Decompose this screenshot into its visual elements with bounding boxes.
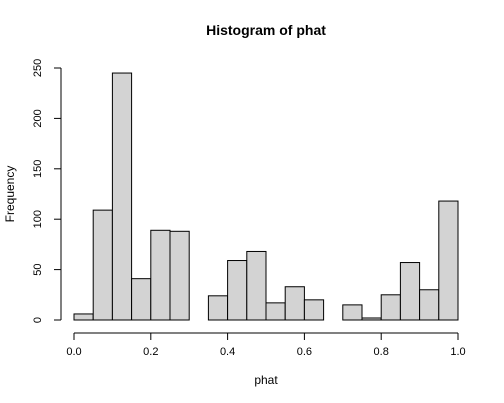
x-tick-label: 1.0 xyxy=(450,346,465,358)
histogram-bar xyxy=(246,250,267,321)
x-tick-label: 0.2 xyxy=(143,346,158,358)
histogram-bar xyxy=(361,317,382,321)
x-tick-label: 0.8 xyxy=(374,346,389,358)
histogram-bar xyxy=(438,200,459,321)
x-axis-label: phat xyxy=(254,373,278,387)
y-tick-label: 50 xyxy=(32,263,44,275)
histogram-bar xyxy=(169,230,190,321)
histogram-bars xyxy=(73,72,459,321)
y-tick-label: 150 xyxy=(32,160,44,178)
histogram-bar xyxy=(399,262,421,321)
histogram-bar xyxy=(342,304,363,321)
y-tick-label: 0 xyxy=(32,317,44,323)
x-tick-label: 0.6 xyxy=(297,346,312,358)
histogram-bar xyxy=(303,299,325,321)
x-tick-label: 0.4 xyxy=(220,346,235,358)
y-axis: 0 50 100 150 200 250 xyxy=(32,59,62,323)
histogram-bar xyxy=(380,294,401,321)
histogram-bar xyxy=(227,260,248,321)
y-axis-label: Frequency xyxy=(3,166,17,223)
histogram-bar xyxy=(284,286,305,321)
histogram-bar xyxy=(131,278,152,321)
histogram-bar xyxy=(265,302,286,321)
y-tick-label: 250 xyxy=(32,59,44,77)
x-axis: 0.0 0.2 0.4 0.6 0.8 1.0 xyxy=(66,332,466,358)
y-tick-label: 200 xyxy=(32,109,44,127)
histogram-bar xyxy=(207,295,229,321)
chart-title: Histogram of phat xyxy=(206,22,326,38)
x-tick-label: 0.0 xyxy=(66,346,81,358)
y-tick-label: 100 xyxy=(32,210,44,228)
histogram-bar xyxy=(73,313,94,321)
histogram-bar xyxy=(92,209,113,321)
histogram-bar xyxy=(419,289,440,321)
histogram-bar xyxy=(150,229,171,321)
histogram-bar xyxy=(111,72,133,321)
